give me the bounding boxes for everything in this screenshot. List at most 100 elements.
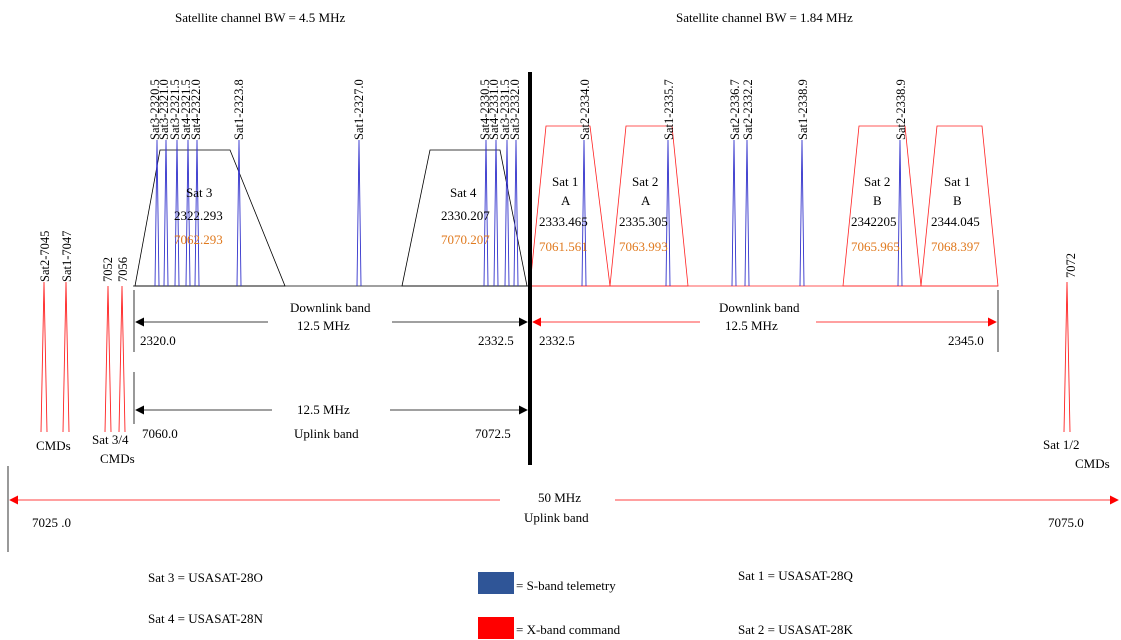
legend: Sat 3 = USASAT-28O Sat 4 = USASAT-28N = …: [148, 568, 853, 639]
command-labels: Sat2-7045 Sat1-7047 7052 7056 7072: [38, 231, 1078, 282]
spike: [154, 139, 160, 287]
cmds-sat34-line2: CMDs: [100, 451, 135, 466]
downlink-right-start: 2332.5: [539, 333, 575, 348]
downlink-left-bw: 12.5 MHz: [297, 318, 350, 333]
sat1a-freq: 2333.465: [539, 214, 588, 229]
downlink-right-title: Downlink band: [719, 300, 800, 315]
sat2b-uplink: 7065.965: [851, 239, 900, 254]
channel-label: Sat4-2330.5: [478, 79, 492, 140]
spike: [513, 139, 519, 287]
command-label: Sat2-7045: [38, 231, 52, 282]
telemetry-swatch: [478, 572, 514, 594]
spike: [731, 139, 737, 287]
command-spikes: [40, 281, 1071, 433]
downlink-left-end: 2332.5: [478, 333, 514, 348]
legend-telemetry: = S-band telemetry: [516, 578, 616, 593]
sat2b-channel-shape: [842, 125, 922, 287]
sat2a-freq: 2335.305: [619, 214, 668, 229]
sat2a-sub: A: [641, 193, 651, 208]
sat3-name: Sat 3: [186, 185, 212, 200]
sat2a-uplink: 7063.993: [619, 239, 668, 254]
channel-label: Sat3-2331.5: [498, 79, 512, 140]
downlink-left-start: 2320.0: [140, 333, 176, 348]
cmds-sat12-line1: Sat 1/2: [1043, 437, 1079, 452]
legend-command: = X-band command: [516, 622, 621, 637]
command-label: 7052: [101, 257, 115, 282]
uplink-total-start: 7025 .0: [32, 515, 71, 530]
channel-label: Sat3-2320.5: [148, 79, 162, 140]
spike: [799, 139, 805, 287]
legend-sat1: Sat 1 = USASAT-28Q: [738, 568, 853, 583]
cmds-left-label: CMDs: [36, 438, 71, 453]
sat1a-uplink: 7061.561: [539, 239, 588, 254]
spike: [40, 281, 48, 433]
left-bw-header: Satellite channel BW = 4.5 MHz: [175, 10, 346, 25]
cmds-sat12-line2: CMDs: [1075, 456, 1110, 471]
sat4-freq: 2330.207: [441, 208, 490, 223]
channel-label: Sat2-2338.9: [894, 79, 908, 140]
spike: [897, 139, 903, 287]
uplink-total-end: 7075.0: [1048, 515, 1084, 530]
sat1b-uplink: 7068.397: [931, 239, 980, 254]
spike: [483, 139, 489, 287]
sat1a-sub: A: [561, 193, 571, 208]
sat3-freq: 2322.293: [174, 208, 223, 223]
downlink-left-title: Downlink band: [290, 300, 371, 315]
sat3-uplink: 7062.293: [174, 232, 223, 247]
sat1b-sub: B: [953, 193, 962, 208]
spike: [504, 139, 510, 287]
channel-label: Sat1-2327.0: [352, 79, 366, 140]
downlink-right-end: 2345.0: [948, 333, 984, 348]
channel-label: Sat4-2322.0: [189, 79, 203, 140]
channel-label: Sat2-2334.0: [578, 79, 592, 140]
sat2a-name: Sat 2: [632, 174, 658, 189]
spike: [1063, 281, 1071, 433]
spike: [118, 285, 126, 433]
spike: [236, 139, 242, 287]
channel-label: Sat4-2331.0: [487, 79, 501, 140]
uplink-total-title: Uplink band: [524, 510, 589, 525]
telemetry-spikes: [154, 139, 903, 287]
uplink-title: Uplink band: [294, 426, 359, 441]
spike: [185, 139, 191, 287]
spike: [665, 139, 671, 287]
downlink-right-bw: 12.5 MHz: [725, 318, 778, 333]
spike: [581, 139, 587, 287]
cmds-sat34-line1: Sat 3/4: [92, 432, 129, 447]
command-label: Sat1-7047: [60, 231, 74, 282]
command-label: 7056: [116, 257, 130, 282]
command-label: 7072: [1064, 253, 1078, 278]
channel-label: Sat1-2335.7: [662, 79, 676, 140]
legend-sat3: Sat 3 = USASAT-28O: [148, 570, 263, 585]
channel-texts: Sat 3 2322.293 7062.293 Sat 4 2330.207 7…: [174, 174, 980, 254]
sat1b-name: Sat 1: [944, 174, 970, 189]
channel-label: Sat1-2338.9: [796, 79, 810, 140]
spike: [104, 285, 112, 433]
channel-label: Sat3-2321.5: [168, 79, 182, 140]
spike: [174, 139, 180, 287]
sat1a-name: Sat 1: [552, 174, 578, 189]
sat1b-freq: 2344.045: [931, 214, 980, 229]
legend-sat2: Sat 2 = USASAT-28K: [738, 622, 853, 637]
uplink-bw: 12.5 MHz: [297, 402, 350, 417]
right-bw-header: Satellite channel BW = 1.84 MHz: [676, 10, 853, 25]
channel-label: Sat2-2336.7: [728, 79, 742, 140]
sat2b-freq: 2342205: [851, 214, 897, 229]
sat4-uplink: 7070.207: [441, 232, 490, 247]
channel-label: Sat1-2323.8: [232, 79, 246, 140]
spike: [62, 281, 70, 433]
spike: [493, 139, 499, 287]
channel-label: Sat3-2321.0: [157, 79, 171, 140]
channel-label: Sat3-2332.0: [508, 79, 522, 140]
command-swatch: [478, 617, 514, 639]
uplink-end: 7072.5: [475, 426, 511, 441]
uplink-total-bw: 50 MHz: [538, 490, 581, 505]
channel-label: Sat4-2321.5: [179, 79, 193, 140]
legend-sat4: Sat 4 = USASAT-28N: [148, 611, 263, 626]
sat2b-name: Sat 2: [864, 174, 890, 189]
spike: [356, 139, 362, 287]
sat2b-sub: B: [873, 193, 882, 208]
channel-label: Sat2-2332.2: [741, 79, 755, 140]
spike: [163, 139, 169, 287]
